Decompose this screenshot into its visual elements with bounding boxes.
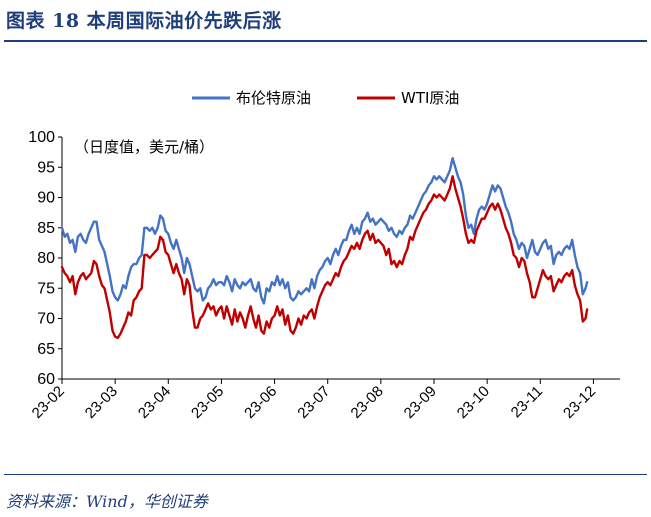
y-tick-label: 95	[37, 159, 55, 176]
x-tick-label: 23-02	[29, 383, 68, 422]
x-tick-label: 23-09	[401, 383, 440, 422]
y-tick-label: 80	[37, 250, 55, 267]
figure-title: 图表 18 本周国际油价先跌后涨	[6, 10, 282, 32]
y-unit-label: （日度值，美元/桶）	[74, 138, 214, 156]
y-tick-label: 60	[37, 371, 55, 388]
x-tick-label: 23-03	[82, 383, 121, 422]
x-tick-label: 23-10	[454, 383, 493, 422]
y-tick-label: 65	[37, 341, 55, 358]
x-tick-label: 23-05	[188, 383, 227, 422]
title-rule	[4, 40, 647, 42]
x-tick-label: 23-07	[294, 383, 333, 422]
oil-price-line-chart: 60 65 70 75 80 85 90 95 100 23-02 23-03 23-04 23-05 2…	[28, 89, 620, 422]
source-rule	[4, 474, 647, 475]
series-line-wti	[60, 175, 589, 340]
legend-label-brent: 布伦特原油	[236, 89, 311, 107]
x-tick-label: 23-12	[560, 383, 599, 422]
x-tick-label: 23-11	[508, 383, 546, 421]
y-tick-label: 85	[37, 220, 55, 237]
y-tick-label: 75	[37, 280, 55, 297]
x-tick-label: 23-08	[348, 383, 387, 422]
y-tick-label: 90	[37, 190, 55, 207]
x-tick-label: 23-04	[135, 383, 174, 422]
y-tick-label: 100	[28, 129, 55, 146]
x-tick-label: 23-06	[241, 383, 280, 422]
series-line-brent	[60, 157, 589, 305]
source-note: 资料来源：Wind，华创证券	[6, 492, 208, 511]
legend-label-wti: WTI原油	[401, 89, 459, 107]
y-tick-label: 70	[37, 311, 55, 328]
